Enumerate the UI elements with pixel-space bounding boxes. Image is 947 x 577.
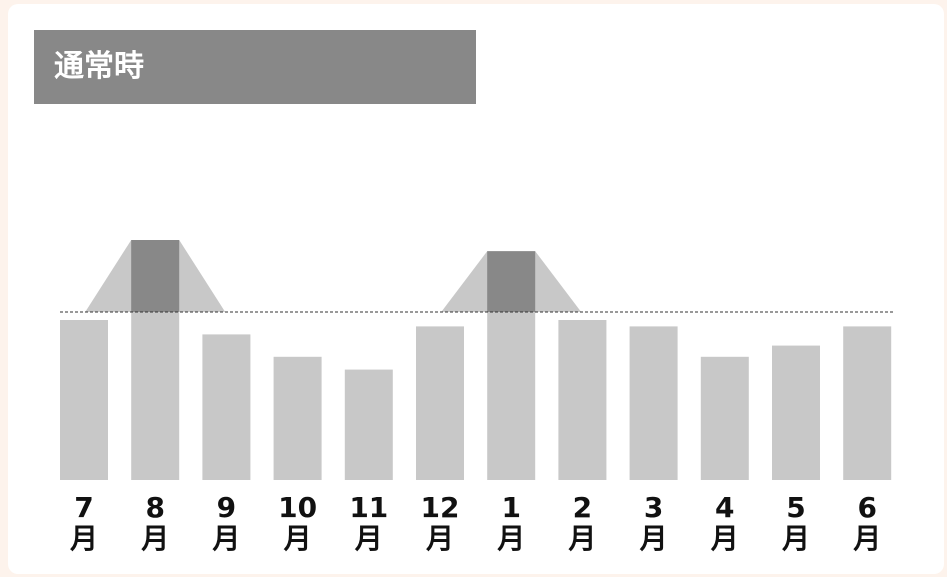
- tick-unit-2: 月: [567, 522, 596, 555]
- tick-unit-8: 月: [140, 522, 169, 555]
- bar-11: [344, 369, 393, 480]
- tick-label-6: 6: [857, 491, 876, 524]
- tick-unit-11: 月: [354, 522, 383, 555]
- bar-4: [700, 356, 749, 480]
- bar-9: [202, 334, 251, 480]
- tick-label-7: 7: [74, 491, 93, 524]
- bar-12: [416, 326, 464, 480]
- tick-label-1: 1: [501, 491, 520, 524]
- bar-7: [60, 320, 108, 480]
- tick-label-8: 8: [145, 491, 164, 524]
- tick-unit-9: 月: [211, 522, 240, 555]
- tick-unit-12: 月: [425, 522, 454, 555]
- peak-bar-1: [487, 251, 536, 312]
- tick-label-9: 9: [217, 491, 236, 524]
- chart-title: 通常時: [34, 30, 476, 104]
- tick-label-11: 11: [349, 491, 388, 524]
- tick-unit-1: 月: [496, 522, 525, 555]
- bar-6: [843, 326, 892, 480]
- bar-10: [273, 356, 322, 480]
- tick-unit-10: 月: [283, 522, 312, 555]
- tick-unit-5: 月: [781, 522, 810, 555]
- tick-unit-7: 月: [69, 522, 98, 555]
- tick-label-5: 5: [786, 491, 805, 524]
- tick-unit-6: 月: [852, 522, 881, 555]
- tick-label-2: 2: [573, 491, 592, 524]
- tick-unit-3: 月: [639, 522, 668, 555]
- tick-label-4: 4: [715, 491, 734, 524]
- bar-3: [629, 326, 678, 480]
- tick-label-3: 3: [644, 491, 663, 524]
- tick-label-12: 12: [421, 491, 460, 524]
- tick-unit-4: 月: [710, 522, 739, 555]
- peak-bar-8: [131, 240, 180, 312]
- bar-5: [772, 345, 820, 480]
- bar-2: [558, 320, 607, 480]
- tick-label-10: 10: [278, 491, 317, 524]
